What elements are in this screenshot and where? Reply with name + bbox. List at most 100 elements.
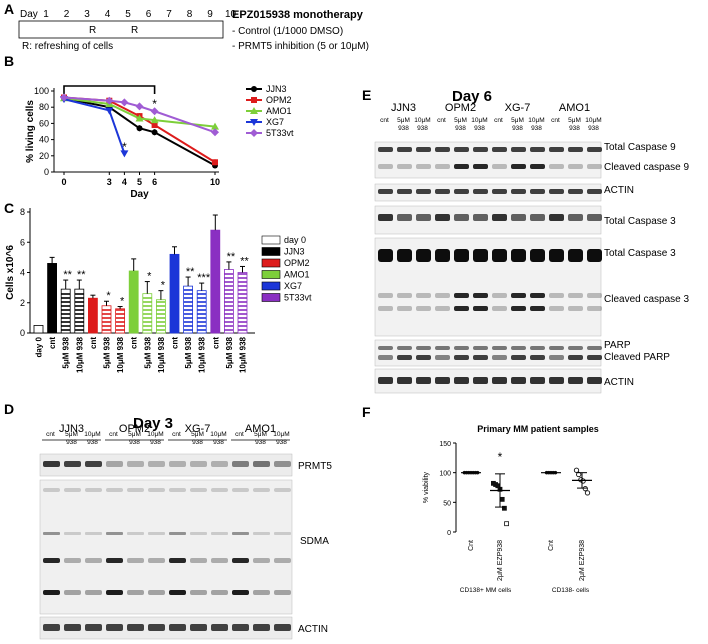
band-actin xyxy=(587,189,602,194)
band-prmt5 xyxy=(232,461,249,467)
band-cleaved-parp xyxy=(378,355,393,360)
line-chart-living-cells: 0 20 40 60 80 100 0 3 4 5 6 10 Day % living cells * * JJ… xyxy=(25,84,294,200)
legend-label: 5T33vt xyxy=(266,128,294,138)
x-tick-label: 10μM 938 xyxy=(239,336,248,373)
x-axis-label: Day xyxy=(130,189,149,200)
day-number: 9 xyxy=(207,9,213,20)
band-sdma-smear xyxy=(169,488,186,492)
lane-label: 5μM xyxy=(454,117,467,124)
lane-label: 938 xyxy=(213,439,224,446)
band-total-casp3 xyxy=(473,249,488,262)
band-sdma-smear xyxy=(211,488,228,492)
lane-label: 5μM xyxy=(128,431,141,438)
band-cleaved-parp xyxy=(549,355,564,360)
bar xyxy=(155,299,166,334)
band-cleaved-casp3 xyxy=(416,306,431,311)
data-point xyxy=(150,107,159,116)
band-sdma xyxy=(127,558,144,563)
band-cleaved-casp3 xyxy=(587,293,602,298)
band-actin xyxy=(454,189,469,194)
blot-parp xyxy=(374,339,602,367)
band-actin xyxy=(378,377,393,384)
band-actin xyxy=(587,377,602,384)
band-actin xyxy=(435,189,450,194)
blot-label-total-casp3-b: Total Caspase 3 xyxy=(604,248,676,259)
legend-label: XG7 xyxy=(266,117,284,127)
data-point xyxy=(501,505,507,511)
y-tick-label: 100 xyxy=(34,86,49,96)
band-sdma xyxy=(169,532,186,535)
band-sdma xyxy=(148,558,165,563)
day-label: Day xyxy=(20,9,38,20)
lane-label: cnt xyxy=(494,117,503,124)
band-actin xyxy=(492,377,507,384)
band-parp xyxy=(511,346,526,350)
band-total-casp3 xyxy=(568,214,583,221)
band-parp xyxy=(416,346,431,350)
legend-swatch xyxy=(261,281,281,291)
lane-label: 5μM xyxy=(65,431,78,438)
band-parp xyxy=(397,346,412,350)
bar xyxy=(210,229,221,334)
band-total-casp9 xyxy=(473,147,488,152)
lane-label: cnt xyxy=(46,431,55,438)
band-cleaved-casp3 xyxy=(416,293,431,298)
lane-label: cnt xyxy=(437,117,446,124)
band-prmt5 xyxy=(64,461,81,467)
band-prmt5 xyxy=(169,461,186,467)
data-point xyxy=(120,150,129,158)
band-parp xyxy=(435,346,450,350)
band-total-casp9 xyxy=(454,147,469,152)
x-tick-label: 3 xyxy=(107,177,112,187)
blot-d-title: Day 3 xyxy=(133,415,173,432)
band-actin xyxy=(530,189,545,194)
band-sdma xyxy=(274,590,291,595)
band-total-casp3 xyxy=(549,249,564,262)
data-point xyxy=(105,107,114,115)
cell-line-label: JJN3 xyxy=(59,423,84,435)
band-actin xyxy=(397,377,412,384)
band-sdma-smear xyxy=(253,488,270,492)
y-tick-label: 100 xyxy=(439,471,451,478)
blot-label-cleaved-casp3: Cleaved caspase 3 xyxy=(604,294,689,305)
data-point xyxy=(150,116,159,124)
band-total-casp3 xyxy=(587,249,602,262)
y-tick-label: 8 xyxy=(20,207,25,217)
band-actin xyxy=(397,189,412,194)
panel-letter-c: C xyxy=(4,200,14,216)
lane-label: 938 xyxy=(455,125,466,132)
legend-swatch xyxy=(261,258,281,268)
band-sdma xyxy=(64,590,81,595)
timeline-box xyxy=(18,20,224,39)
band-total-casp3 xyxy=(530,249,545,262)
bar xyxy=(88,297,98,334)
x-tick-label: 0 xyxy=(61,177,66,187)
band-sdma-smear xyxy=(106,488,123,492)
band-cleaved-casp3 xyxy=(473,306,488,311)
band-cleaved-casp3 xyxy=(397,293,412,298)
band-cleaved-parp xyxy=(530,355,545,360)
band-cleaved-casp9 xyxy=(492,164,507,169)
lane-label: cnt xyxy=(109,431,118,438)
panel-a-timeline: Day 1 2 3 4 5 6 7 8 9 10 R R R: refreshing of cel… xyxy=(18,9,369,52)
band-cleaved-casp9 xyxy=(378,164,393,169)
refresh-note: R: refreshing of cells xyxy=(22,41,113,52)
x-tick-label: 10μM 938 xyxy=(157,336,166,373)
panel-letter-d: D xyxy=(4,401,14,417)
significance-star: * xyxy=(122,140,127,154)
band-actin xyxy=(492,189,507,194)
day-number: 10 xyxy=(225,9,237,20)
group-label-cd138neg: CD138- cells xyxy=(552,587,590,594)
band-total-casp3 xyxy=(378,214,393,221)
band-cleaved-parp xyxy=(473,355,488,360)
band-cleaved-casp9 xyxy=(454,164,469,169)
group-label-cd138pos: CD138+ MM cells xyxy=(460,587,512,594)
lane-label: 938 xyxy=(276,439,287,446)
band-sdma xyxy=(64,532,81,535)
blot-label-cleaved-casp9: Cleaved caspase 9 xyxy=(604,162,689,173)
band-cleaved-casp3 xyxy=(549,293,564,298)
lane-label: 10μM xyxy=(273,431,289,438)
x-tick-label: cnt xyxy=(89,337,98,349)
band-cleaved-casp9 xyxy=(549,164,564,169)
